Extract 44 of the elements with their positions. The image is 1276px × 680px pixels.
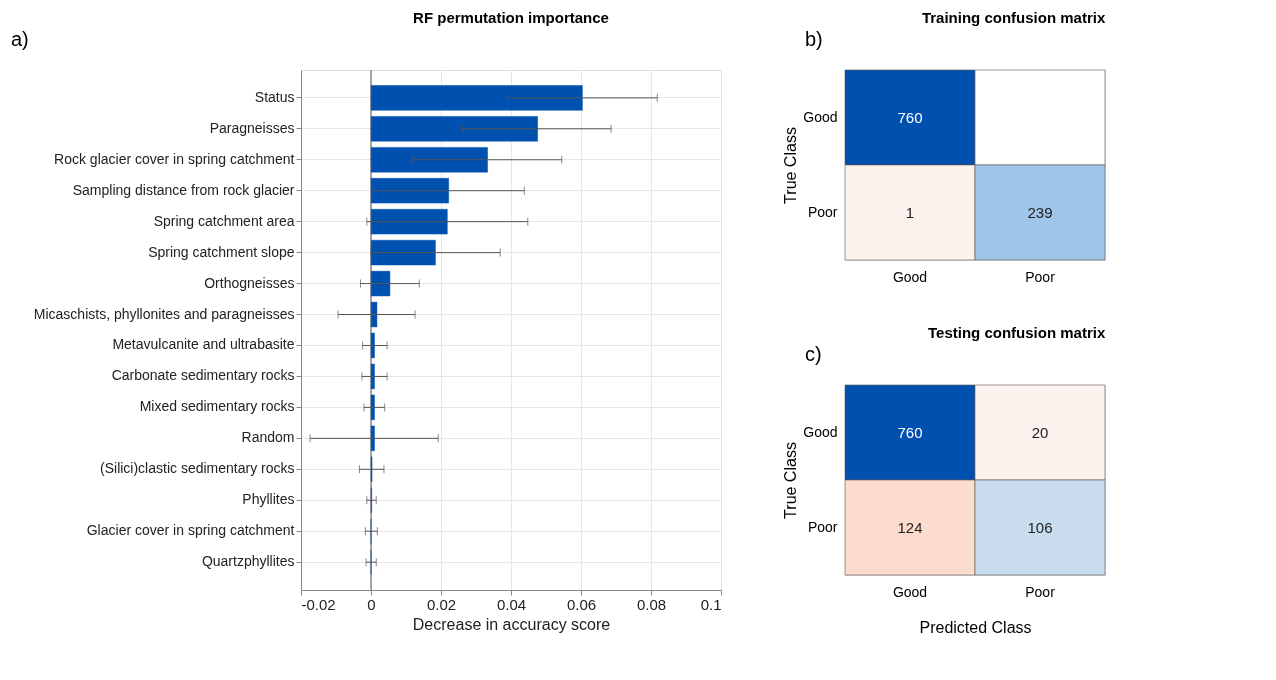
y-tick-label: Quartzphyllites [201,553,295,570]
y-tick-label: Good [803,108,838,125]
data-label: 124 [897,518,923,536]
y-tick-label: Random [241,429,295,446]
y-tick-label: Spring catchment area [153,212,295,229]
y-tick-label: Poor [807,518,838,535]
y-tick-label: Paragneisses [209,119,295,136]
data-label: 1 [905,203,915,221]
data-label: 106 [1027,518,1053,536]
y-tick-label: Spring catchment slope [148,243,295,260]
chart-title: Training confusion matrix [921,9,1106,26]
x-tick-label: 0.04 [496,595,527,613]
y-tick-label: Poor [807,203,838,220]
y-tick-label: (Silici)clastic sedimentary rocks [100,460,295,477]
x-axis-title: Predicted Class [919,618,1032,636]
y-axis-title: True Class [782,442,800,519]
y-tick-label: Status [254,88,295,105]
chart-title: Testing confusion matrix [928,324,1106,341]
data-label: 239 [1027,203,1053,221]
x-tick-label: -0.02 [301,595,336,613]
y-tick-label: Phyllites [242,491,295,508]
x-tick-label: 0.08 [636,595,667,613]
data-label: 760 [897,423,923,441]
text: c) [805,343,822,365]
text: a) [11,28,29,50]
text: b) [805,28,823,50]
chart-title: RF permutation importance [413,9,609,26]
x-tick-label: 0.1 [700,595,722,613]
x-axis-title: Decrease in accuracy score [412,615,611,633]
y-axis-title: True Class [782,127,800,204]
data-label: 20 [1031,423,1049,441]
x-tick-label: 0.02 [426,595,457,613]
x-tick-label: 0 [367,595,376,613]
y-tick-label: Rock glacier cover in spring catchment [54,150,295,167]
data-label: 760 [897,108,923,126]
y-tick-label: Sampling distance from rock glacier [72,181,295,198]
y-tick-label: Metavulcanite and ultrabasite [112,336,295,353]
x-tick-label: 0.06 [566,595,597,613]
y-tick-label: Carbonate sedimentary rocks [111,367,295,384]
y-tick-label: Glacier cover in spring catchment [86,522,295,539]
y-tick-label: Micaschists, phyllonites and paragneisses [33,305,295,322]
y-tick-label: Good [803,423,838,440]
y-tick-label: Orthogneisses [204,274,295,291]
y-tick-label: Mixed sedimentary rocks [139,398,295,415]
